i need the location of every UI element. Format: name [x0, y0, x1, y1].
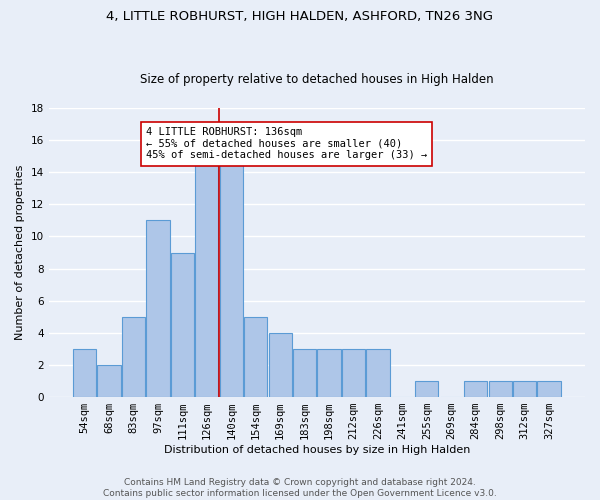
- Bar: [464, 381, 487, 397]
- Title: Size of property relative to detached houses in High Halden: Size of property relative to detached ho…: [140, 73, 494, 86]
- Text: 4 LITTLE ROBHURST: 136sqm
← 55% of detached houses are smaller (40)
45% of semi-: 4 LITTLE ROBHURST: 136sqm ← 55% of detac…: [146, 128, 427, 160]
- Bar: [293, 349, 316, 397]
- Bar: [488, 381, 512, 397]
- Bar: [342, 349, 365, 397]
- Text: Contains HM Land Registry data © Crown copyright and database right 2024.
Contai: Contains HM Land Registry data © Crown c…: [103, 478, 497, 498]
- Bar: [513, 381, 536, 397]
- Bar: [97, 365, 121, 397]
- Bar: [171, 252, 194, 397]
- X-axis label: Distribution of detached houses by size in High Halden: Distribution of detached houses by size …: [164, 445, 470, 455]
- Bar: [122, 317, 145, 397]
- Bar: [73, 349, 96, 397]
- Bar: [317, 349, 341, 397]
- Y-axis label: Number of detached properties: Number of detached properties: [15, 165, 25, 340]
- Bar: [220, 156, 243, 397]
- Text: 4, LITTLE ROBHURST, HIGH HALDEN, ASHFORD, TN26 3NG: 4, LITTLE ROBHURST, HIGH HALDEN, ASHFORD…: [107, 10, 493, 23]
- Bar: [367, 349, 389, 397]
- Bar: [538, 381, 560, 397]
- Bar: [146, 220, 170, 397]
- Bar: [269, 333, 292, 397]
- Bar: [244, 317, 268, 397]
- Bar: [415, 381, 439, 397]
- Bar: [195, 156, 218, 397]
